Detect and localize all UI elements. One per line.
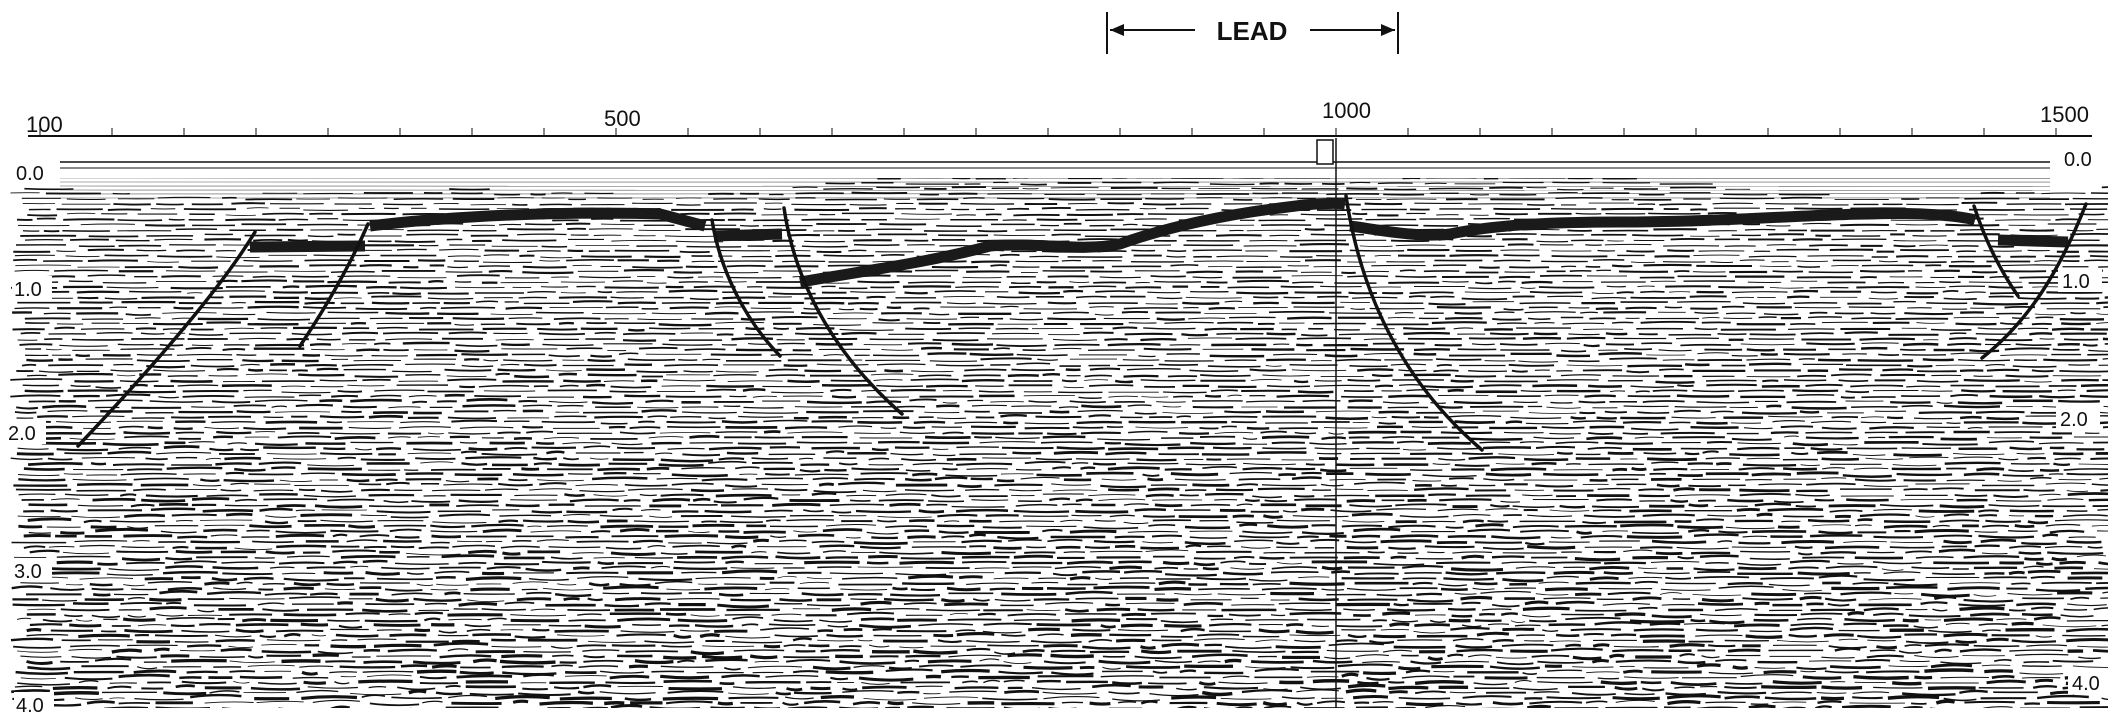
- fault-2: [298, 222, 370, 348]
- horizon-segment-6: [1997, 234, 2069, 248]
- shotpoint-label-1000: 1000: [1322, 98, 1371, 123]
- water-column-lines: [60, 161, 2050, 169]
- interpreted-horizon: [249, 197, 2069, 288]
- lead-arrow-right-head: [1381, 24, 1395, 36]
- left-time-label-1: 1.0: [14, 279, 42, 301]
- horizon-segment-4: [799, 197, 1346, 288]
- shotpoint-label-500: 500: [604, 106, 641, 131]
- right-time-label-0: 0.0: [2064, 149, 2092, 171]
- horizon-segment-3: [713, 228, 783, 242]
- time-axis-left: 0.0 1.0 2.0 3.0 4.0: [6, 160, 54, 716]
- shotpoint-1000-marker-box: [1316, 139, 1334, 165]
- horizon-segment-2: [369, 207, 707, 232]
- fault-1: [76, 230, 257, 448]
- right-time-label-1: 1.0: [2062, 271, 2090, 293]
- left-time-label-3: 3.0: [14, 561, 42, 583]
- right-time-label-3: 4.0: [2072, 673, 2100, 695]
- shotpoint-label-100: 100: [26, 112, 63, 137]
- seismic-record: [10, 178, 2108, 708]
- seismic-reflections: [10, 178, 2108, 708]
- shotpoint-label-1500: 1500: [2040, 102, 2089, 127]
- left-time-label-4: 4.0: [16, 695, 44, 716]
- fault-4: [782, 206, 904, 416]
- fault-7: [1980, 202, 2088, 360]
- interpreted-faults: [76, 194, 2088, 452]
- fault-3: [710, 218, 782, 358]
- fault-6: [1972, 204, 2020, 298]
- fault-5: [1344, 194, 1484, 452]
- lead-bracket: LEAD: [1106, 12, 1399, 54]
- lead-label: LEAD: [1217, 16, 1288, 46]
- horizon-segment-5: [1349, 207, 1977, 241]
- horizon-segment-1: [249, 240, 366, 253]
- lead-arrow-left-head: [1110, 24, 1124, 36]
- left-time-label-0: 0.0: [16, 163, 44, 185]
- right-time-label-2: 2.0: [2060, 409, 2088, 431]
- shotpoint-axis: 100 500 1000 1500: [26, 98, 2092, 137]
- time-axis-right: 0.0 1.0 2.0 4.0: [2056, 146, 2112, 695]
- left-time-label-2: 2.0: [8, 423, 36, 445]
- shotpoint-minor-ticks: [39, 128, 2057, 136]
